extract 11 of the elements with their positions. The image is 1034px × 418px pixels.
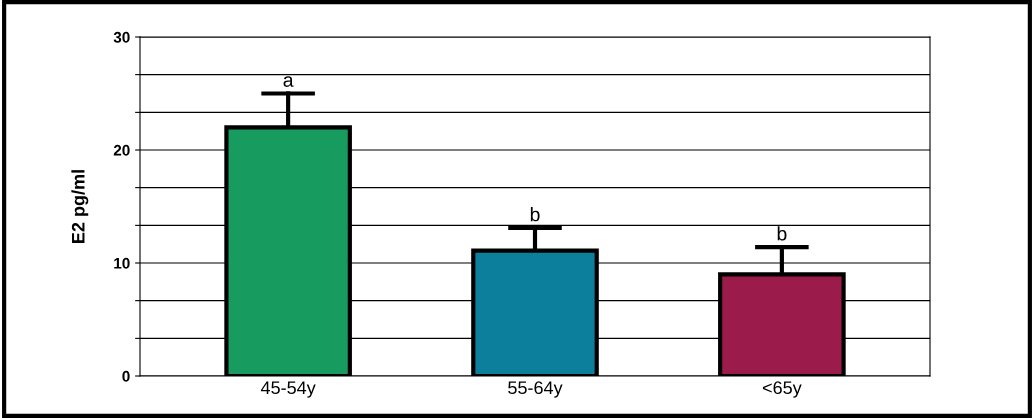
x-tick-label: 45-54y (260, 381, 316, 398)
x-tick-label: 55-64y (508, 381, 563, 398)
y-axis-title: E2 pg/ml (71, 170, 89, 243)
annotation: b (530, 207, 540, 222)
y-tick-label: 20 (113, 144, 130, 156)
y-tick-label: 0 (122, 370, 130, 382)
annotation: a (283, 76, 294, 87)
x-tick-label: <65y (762, 381, 802, 398)
y-tick-label: 30 (113, 31, 130, 43)
annotation: b (777, 226, 787, 241)
y-tick-label: 10 (114, 257, 130, 269)
